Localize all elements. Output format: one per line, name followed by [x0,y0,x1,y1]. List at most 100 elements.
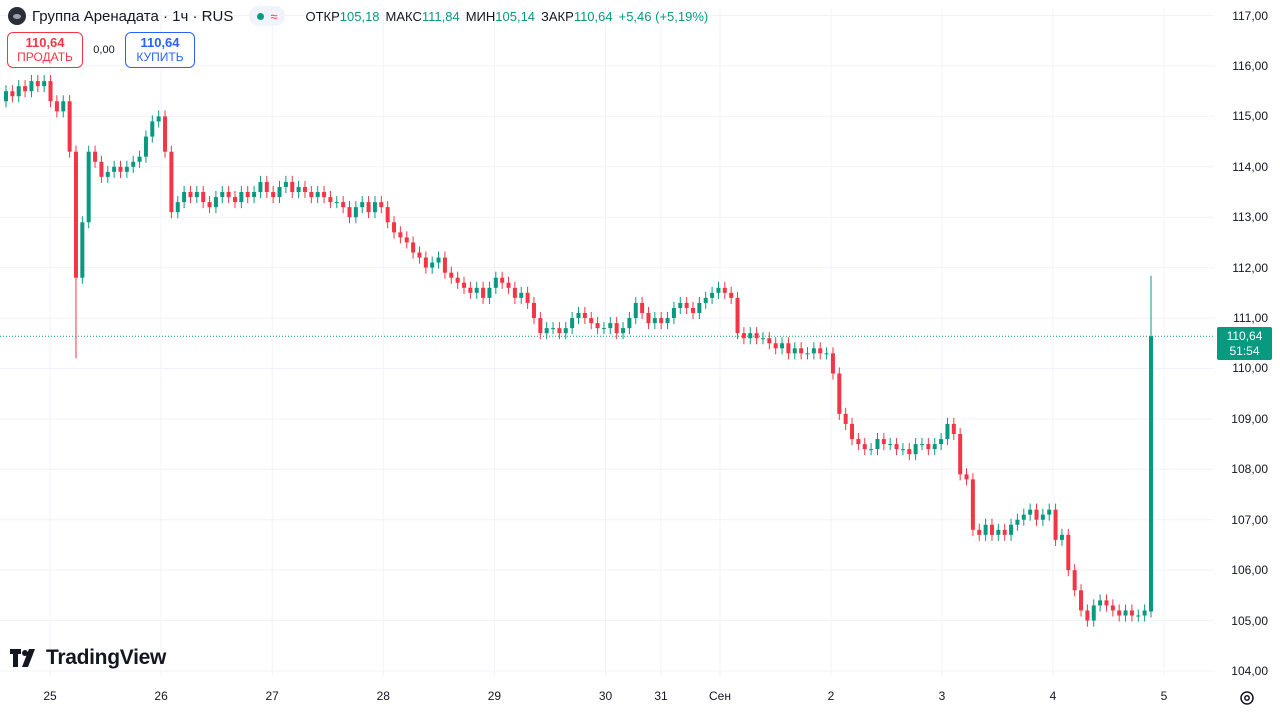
price-tick-label: 114,00 [1232,159,1268,174]
buy-button[interactable]: 110,64 КУПИТЬ [125,32,195,68]
candle-body [830,353,835,374]
ohlc-legend: ОТКР 105,18 МАКС 111,84 МИН 105,14 ЗАКР 110,… [299,9,708,24]
candle-body [729,292,734,298]
candle-down [245,185,250,204]
candle-down [1110,599,1115,617]
candle-body [105,171,110,177]
candle-body [264,181,269,193]
candle-down [48,75,53,108]
price-tick-label: 109,00 [1231,411,1268,426]
candle-body [1117,610,1122,616]
candle-up [792,342,797,360]
candle-body [226,192,231,198]
price-tick-label: 117,00 [1232,8,1268,23]
candle-up [112,160,117,178]
candle-down [799,342,804,360]
time-tick-label: 30 [598,689,613,703]
candle-up [888,438,893,451]
candle-body [837,373,842,414]
candle-body [907,449,912,455]
candle-body [926,444,931,450]
candle-body [748,333,753,339]
candle-up [945,417,950,446]
candle-body [137,156,142,162]
candle-up [4,85,8,108]
settings-gear-icon[interactable] [1238,689,1256,707]
candle-body [169,151,174,213]
candle-down [894,438,899,456]
candle-up [716,281,721,299]
chart-header: Группа Аренадата · 1ч · RUS ≈ ОТКР 105,18… [8,6,708,26]
candle-up [80,216,85,284]
tradingview-logo[interactable]: TradingView [10,646,166,670]
candle-body [875,439,880,450]
candle-body [1129,610,1134,616]
market-status-pill[interactable]: ≈ [249,6,286,26]
candle-body [932,444,937,450]
candle-body [315,192,320,198]
candle-down [614,317,619,340]
candle-down [366,196,371,219]
candle-down [309,185,314,204]
last-price-value: 110,64 [1226,328,1263,343]
candle-down [322,185,327,204]
candle-body [1104,600,1109,606]
candle-body [131,161,136,167]
candle-body [42,81,47,87]
candle-down [411,236,416,259]
candle-down [856,432,861,451]
candle-body [710,292,715,298]
candle-body [411,242,416,253]
candle-up [137,150,142,168]
candle-body [245,192,250,198]
candle-up [1009,518,1014,541]
time-tick-label: 28 [376,689,390,703]
candle-body [920,444,924,446]
candle-up [570,312,575,335]
candle-up [360,196,365,214]
candle-body [716,287,721,293]
high-label: МАКС [385,8,422,24]
candle-body [506,282,511,288]
candle-body [430,262,435,268]
candle-up [519,286,524,304]
candle-up [277,180,282,204]
chart-grid [0,8,1214,676]
candle-body [970,479,975,530]
buy-price: 110,64 [140,35,180,50]
delay-wave-icon: ≈ [270,8,278,24]
candle-body [385,207,390,223]
candle-body [213,197,218,208]
sell-price: 110,64 [25,35,65,50]
symbol-logo-icon [8,7,26,25]
candle-up [353,201,358,224]
candle-up [576,306,581,325]
candle-body [1142,610,1147,616]
candle-down [722,281,727,299]
low-value: 105,14 [495,8,536,24]
candle-body [671,307,676,319]
candle-body [1110,605,1115,611]
symbol-title[interactable]: Группа Аренадата · 1ч · RUS [32,7,234,25]
candle-down [398,226,403,244]
candle-body [239,192,244,203]
candle-body [474,287,479,293]
candle-up [760,332,765,345]
candle-up [61,95,66,118]
candle-down [99,155,104,183]
price-tick-label: 107,00 [1231,512,1268,527]
candle-down [417,246,422,264]
candle-up [29,75,34,98]
candle-body [1123,610,1128,616]
candle-body [1085,610,1090,621]
candle-body [398,232,403,238]
candle-down [850,417,855,446]
candle-body [283,181,288,187]
candle-body [347,207,352,218]
price-tick-label: 108,00 [1231,462,1268,477]
candle-body [595,323,600,329]
candle-body [67,101,72,152]
sell-button[interactable]: 110,64 ПРОДАТЬ [7,32,83,68]
candle-up [16,80,21,103]
